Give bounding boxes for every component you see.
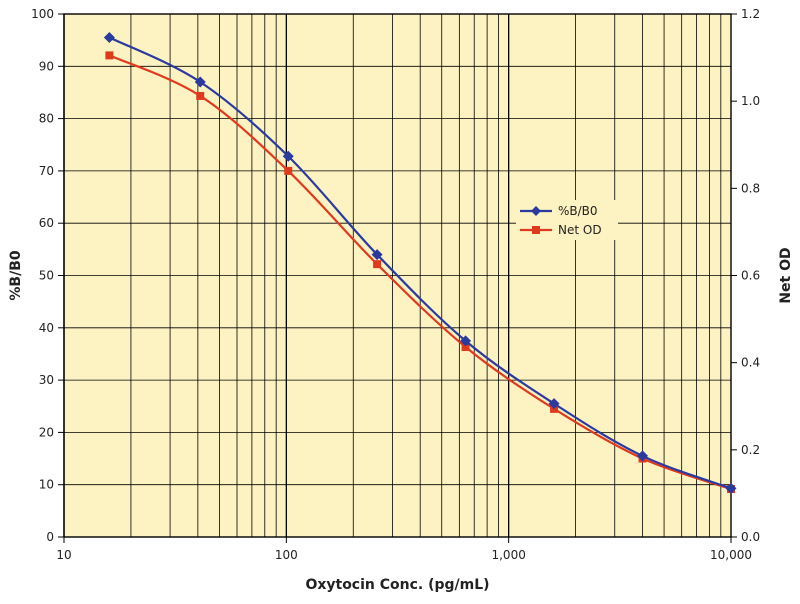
series-line-b-b0 (108, 36, 732, 490)
y2-tick-label: 1.2 (741, 7, 760, 21)
y-tick-label: 70 (39, 164, 54, 178)
x-tick-label: 1,000 (491, 548, 525, 562)
grid (63, 13, 732, 538)
data-point-b-b0 (637, 450, 649, 462)
y-tick-label: 100 (31, 7, 54, 21)
series-line-net-od (108, 54, 732, 491)
data-point-b-b0 (371, 249, 383, 261)
y-tick-label: 50 (39, 269, 54, 283)
data-point-b-b0 (460, 335, 472, 347)
data-point-net-od (284, 166, 293, 175)
legend-marker-b-b0 (531, 206, 541, 216)
data-point-b-b0 (548, 398, 560, 410)
data-point-net-od (196, 91, 205, 100)
y-tick-label: 30 (39, 373, 54, 387)
data-point-net-od (461, 342, 470, 351)
legend: %B/B0 Net OD (516, 200, 618, 240)
legend-marker-net-od (532, 226, 540, 234)
y2-tick-label: 0.6 (741, 269, 760, 283)
y2-axis-title: Net OD (778, 247, 794, 303)
y2-tick-label: 1.0 (741, 94, 760, 108)
legend-label-b-b0: %B/B0 (558, 204, 598, 218)
data-point-net-od (105, 51, 114, 60)
y-tick-label: 60 (39, 216, 54, 230)
data-point-b-b0 (103, 32, 115, 44)
data-point-b-b0 (194, 76, 206, 88)
legend-label-net-od: Net OD (558, 223, 602, 237)
x-tick-label: 10,000 (710, 548, 752, 562)
y2-tick-label: 0.8 (741, 181, 760, 195)
y-tick-label: 80 (39, 112, 54, 126)
series-layer (103, 32, 737, 494)
y2-tick-label: 0.2 (741, 443, 760, 457)
y-axis-title: %B/B0 (8, 250, 24, 300)
data-point-b-b0 (282, 150, 294, 162)
y-tick-label: 0 (46, 530, 54, 544)
data-point-b-b0 (725, 482, 737, 494)
y2-tick-label: 0.4 (741, 356, 760, 370)
y2-tick-label: 0.0 (741, 530, 760, 544)
y-tick-label: 40 (39, 321, 54, 335)
axes: 01020304050607080901000.00.20.40.60.81.0… (31, 7, 760, 562)
data-point-net-od (373, 260, 382, 269)
y-tick-label: 20 (39, 425, 54, 439)
y-tick-label: 90 (39, 59, 54, 73)
x-tick-label: 10 (56, 548, 71, 562)
y-tick-label: 10 (39, 478, 54, 492)
x-axis-title: Oxytocin Conc. (pg/mL) (305, 577, 489, 593)
x-tick-label: 100 (275, 548, 298, 562)
